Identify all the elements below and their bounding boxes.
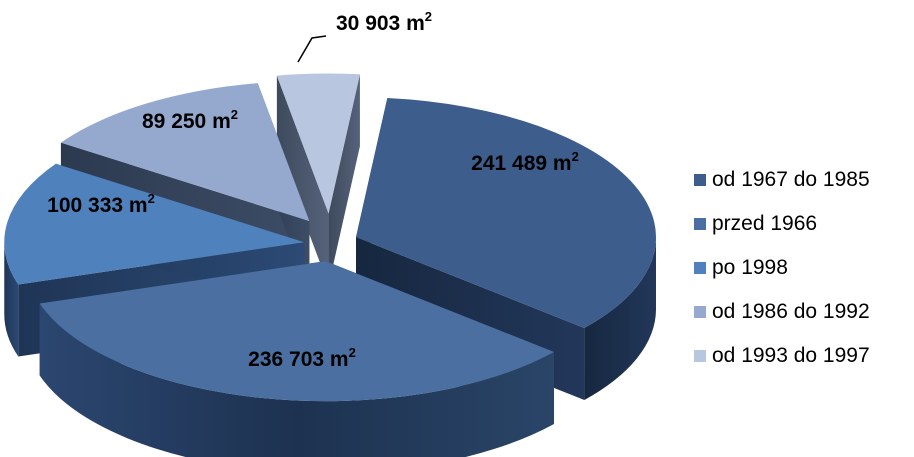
slice-label-3: 89 250 m2 [142, 107, 238, 133]
slice-0 [356, 97, 657, 328]
legend-swatch-1 [694, 218, 706, 230]
slice-wall-4-0 [276, 75, 329, 286]
slice-3 [60, 83, 310, 222]
legend-swatch-0 [694, 174, 706, 186]
legend-label-3: od 1986 do 1992 [712, 300, 870, 323]
legend-label-2: po 1998 [712, 256, 788, 279]
slice-label-2: 100 333 m2 [47, 191, 155, 217]
slice-1 [39, 261, 555, 402]
legend-label-4: od 1993 do 1997 [712, 344, 870, 367]
slice-outer-wall-0-0 [584, 237, 657, 400]
slice-outer-wall-1-0 [39, 303, 555, 457]
legend-swatch-4 [694, 350, 706, 362]
legend-swatch-2 [694, 262, 706, 274]
slice-2 [4, 163, 305, 285]
legend-swatch-3 [694, 306, 706, 318]
slice-wall-4-1 [328, 74, 360, 286]
slice-label-4: 30 903 m2 [336, 9, 432, 35]
slice-label-1: 236 703 m2 [248, 345, 356, 371]
legend-label-1: przed 1966 [712, 212, 817, 235]
legend-label-0: od 1967 do 1985 [712, 168, 870, 191]
legend: od 1967 do 1985 przed 1966 po 1998 od 1986 … [694, 168, 870, 367]
slice-label-0: 241 489 m2 [471, 149, 579, 175]
slice-4 [276, 73, 360, 214]
leader-line [297, 35, 327, 63]
slice-outer-wall-2-0 [4, 242, 19, 357]
